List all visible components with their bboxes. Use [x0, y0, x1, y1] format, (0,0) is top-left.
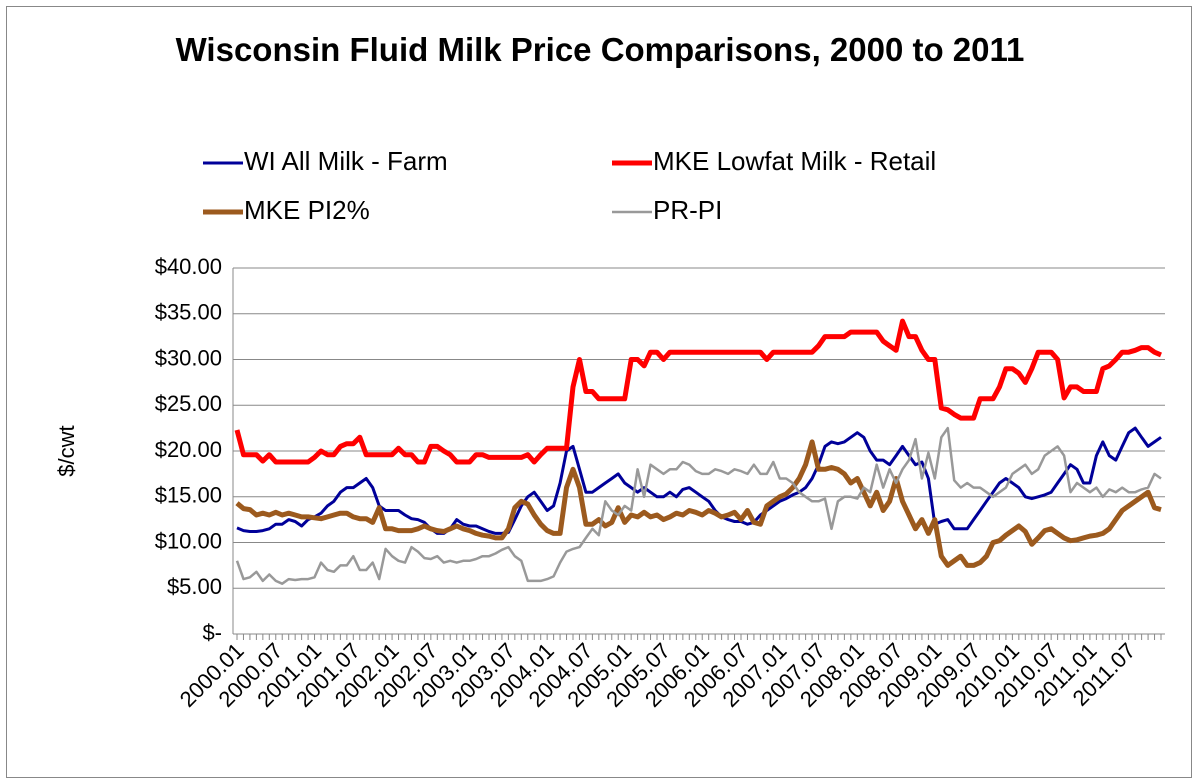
y-tick-label: $30.00 [155, 345, 222, 370]
y-tick-label: $40.00 [155, 254, 222, 279]
y-tick-label: $20.00 [155, 437, 222, 462]
legend-label: PR-PI [653, 195, 722, 225]
y-tick-label: $- [202, 620, 222, 645]
legend-label: WI All Milk - Farm [244, 146, 448, 176]
chart-title: Wisconsin Fluid Milk Price Comparisons, … [175, 31, 1025, 68]
series-line [234, 318, 1162, 465]
series-line [236, 426, 1162, 535]
legend-label: MKE PI2% [244, 195, 370, 225]
series-line [235, 439, 1162, 568]
y-tick-label: $10.00 [155, 528, 222, 553]
y-tick-label: $5.00 [167, 574, 222, 599]
y-tick-label: $15.00 [155, 483, 222, 508]
series-line [235, 426, 1162, 585]
y-axis-label: $/cwt [54, 425, 79, 476]
y-tick-label: $25.00 [155, 391, 222, 416]
legend-label: MKE Lowfat Milk - Retail [653, 146, 936, 176]
y-tick-label: $35.00 [155, 300, 222, 325]
chart-border [6, 6, 1192, 778]
